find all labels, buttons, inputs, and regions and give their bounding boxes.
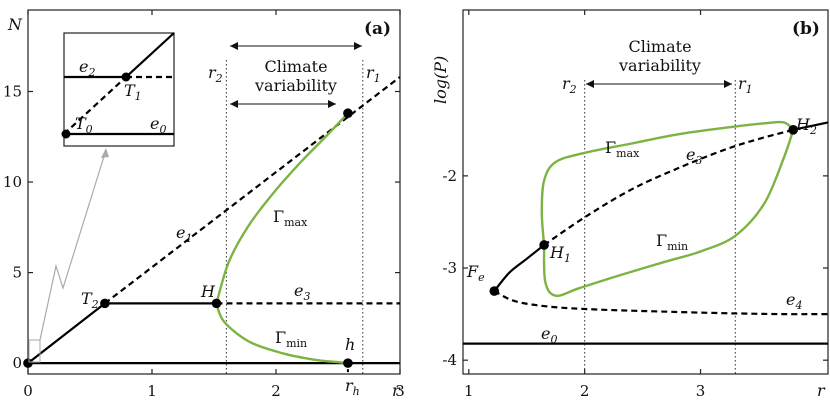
panel-a: (a) N r 0 1 2 3 0 5 10 15 Climate variability r… — [3, 9, 405, 400]
label-H: H — [200, 282, 216, 301]
point-h1 — [539, 240, 549, 250]
label-e3: e3 — [686, 145, 702, 167]
x-tick-label: 0 — [23, 382, 33, 400]
panel-a-points — [23, 108, 353, 374]
zoom-box — [28, 339, 41, 363]
panel-b-points — [489, 124, 799, 296]
curve-gamma-min — [542, 129, 795, 297]
panel-a-reference-lines — [225, 60, 364, 374]
inset-label-e0: e0 — [150, 114, 166, 136]
inset-point-T0 — [61, 129, 71, 139]
inset-label-e2: e2 — [79, 57, 95, 79]
panel-a-label: (a) — [364, 19, 391, 39]
inset-frame — [63, 32, 175, 147]
panel-b-frame — [462, 9, 829, 375]
inset-e1-dashed — [63, 76, 127, 135]
curve-gamma-max — [215, 112, 349, 304]
panel-b-curves — [463, 120, 829, 345]
curve-e4 — [493, 290, 829, 316]
curve-gamma-max — [540, 120, 795, 246]
y-tick-label: -3 — [442, 259, 457, 277]
panel-b: (b) log(P) r 1 2 3 -2 -3 -4 Climate variabili… — [431, 9, 829, 400]
panel-a-ylabel: N — [7, 15, 23, 34]
panel-a-frame — [27, 9, 401, 375]
arrowhead-right — [354, 42, 362, 50]
y-tick-label: 15 — [3, 82, 22, 100]
point-upper — [343, 108, 353, 119]
x-tick-label: 3 — [696, 382, 706, 400]
x-tick-label: 2 — [580, 382, 590, 400]
r1-label: r1 — [366, 63, 381, 85]
label-e0: e0 — [541, 324, 557, 346]
point-h — [211, 298, 222, 309]
panel-b-ticks: 1 2 3 -2 -3 -4 — [442, 10, 828, 400]
arrowhead-right — [724, 80, 732, 88]
panel-a-climate-annotation: Climate variability r2 r1 — [208, 42, 381, 108]
y-tick-label: 5 — [12, 264, 22, 282]
arrowhead-right — [328, 100, 336, 108]
panel-a-xlabel: r — [392, 381, 401, 400]
r2-label: r2 — [208, 63, 223, 85]
panel-b-label: (b) — [792, 19, 820, 39]
label-gamma-min: Γmin — [275, 328, 307, 350]
inset-e1-solid — [125, 32, 175, 78]
label-H1: H1 — [549, 243, 571, 265]
inset-point-T1 — [121, 72, 131, 82]
label-e1: e1 — [176, 223, 192, 245]
r2-label: r2 — [562, 74, 577, 96]
arrowhead-left — [230, 100, 238, 108]
annotation-line1: Climate — [628, 37, 691, 56]
inset-zoom-pointer — [28, 148, 109, 363]
panel-a-curves — [27, 76, 401, 365]
label-e4: e4 — [786, 290, 802, 312]
label-gamma-max: Γmax — [605, 138, 640, 160]
curve-e1 — [104, 76, 401, 305]
panel-a-inset: e2 T1 T0 e0 — [61, 32, 175, 147]
r1-label: r1 — [738, 74, 753, 96]
point-origin — [23, 358, 33, 368]
label-H2: H2 — [795, 115, 817, 137]
label-Fe: Fe — [466, 262, 485, 284]
curve-e3 — [543, 128, 794, 246]
label-T2: T2 — [81, 289, 99, 311]
annotation-line2: variability — [618, 56, 701, 75]
label-h: h — [345, 335, 355, 354]
zoom-arrowhead — [101, 148, 109, 158]
annotation-line2: variability — [254, 76, 337, 95]
curve-e1 — [27, 302, 106, 365]
x-tick-label: 3 — [395, 382, 405, 400]
inset-label-T1: T1 — [124, 81, 142, 103]
x-tick-label: 1 — [464, 382, 474, 400]
panel-b-reference-lines — [584, 80, 736, 374]
panel-b-xlabel: r — [817, 381, 826, 400]
inset-label-T0: T0 — [75, 114, 93, 136]
y-tick-label: -4 — [442, 351, 457, 369]
arrowhead-left — [230, 42, 238, 50]
y-tick-label: -2 — [442, 167, 457, 185]
label-gamma-max: Γmax — [273, 207, 308, 229]
x-tick-label: 1 — [147, 382, 157, 400]
zoom-line — [39, 149, 107, 341]
label-gamma-min: Γmin — [656, 231, 688, 253]
point-h2 — [788, 124, 799, 135]
y-tick-label: 10 — [3, 173, 22, 191]
y-tick-label: 0 — [12, 354, 22, 372]
curve-stable-branch — [493, 244, 545, 292]
panel-b-climate-annotation: Climate variability r2 r1 — [562, 37, 753, 96]
label-e3: e3 — [294, 281, 310, 303]
panel-b-ylabel: log(P) — [431, 56, 450, 104]
arrowhead-left — [586, 80, 594, 88]
point-h — [343, 358, 353, 368]
curve-gamma-min — [215, 302, 349, 365]
point-fe — [489, 286, 500, 296]
label-rh: rh — [345, 376, 360, 398]
point-t2 — [100, 298, 110, 309]
curve-upper-stable — [793, 121, 829, 131]
annotation-line1: Climate — [264, 57, 327, 76]
x-tick-label: 2 — [271, 382, 281, 400]
